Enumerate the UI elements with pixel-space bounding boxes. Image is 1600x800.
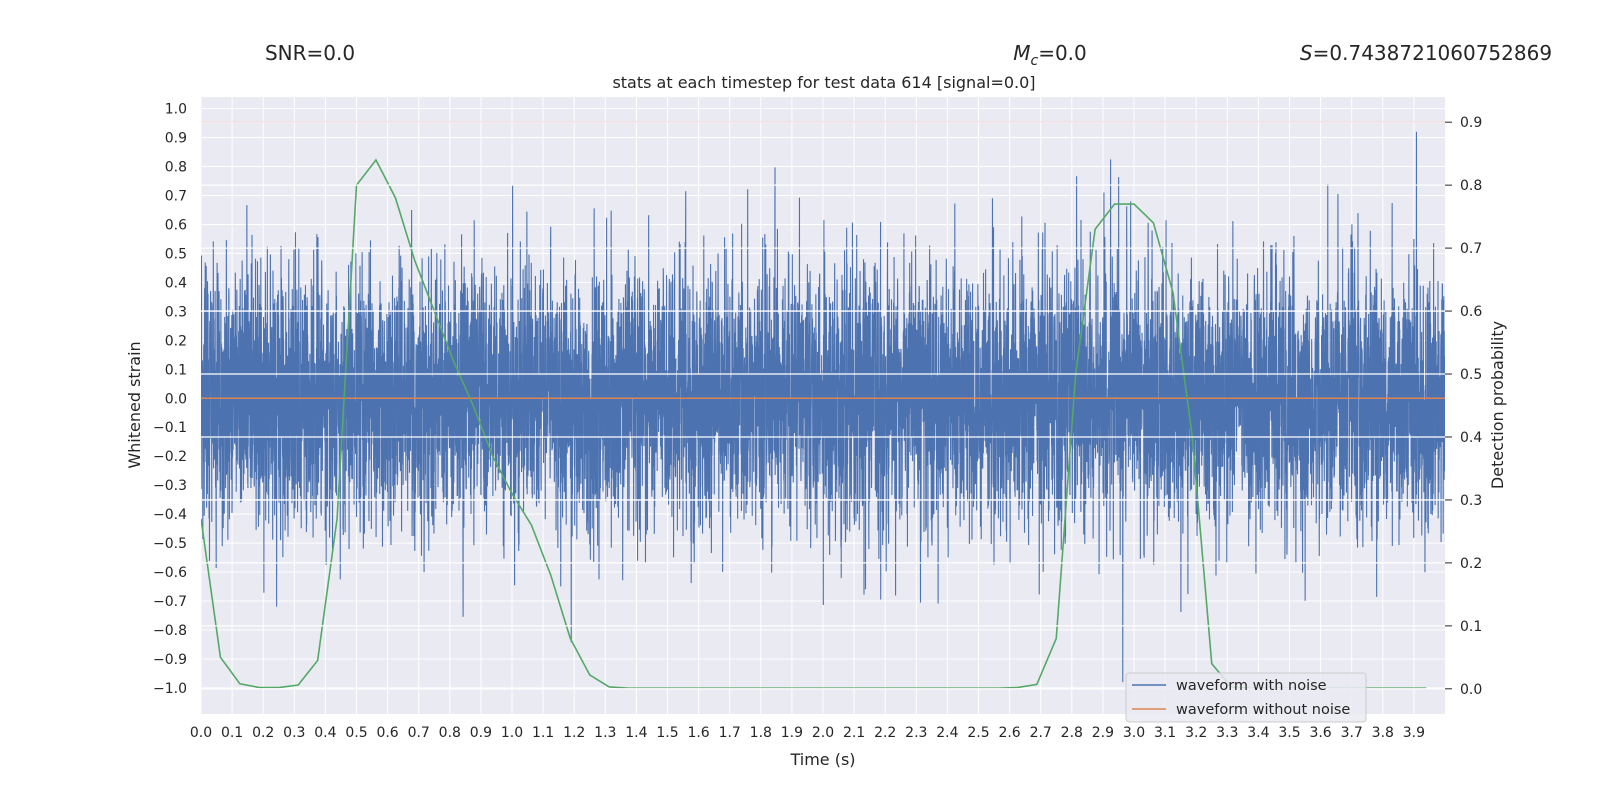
y-tick-label: −0.6 — [153, 565, 187, 581]
y-axis: 1.0 0.9 0.8 0.7 0.6 0.5 0.4 0.3 0.2 0.1 0.0 −0.1 −0.… — [153, 102, 187, 697]
x-tick-label: 3.8 — [1372, 725, 1394, 741]
series-waveform-with-noise — [201, 131, 1445, 683]
y2-tick-label: 0.1 — [1460, 619, 1482, 635]
x-tick-label: 2.1 — [843, 725, 865, 741]
right-y-axis: 0.9 0.8 0.7 0.6 0.5 0.4 0.3 0.2 0.1 0.0 — [1445, 115, 1482, 698]
x-tick-label: 0.2 — [252, 725, 274, 741]
x-tick-label: 1.9 — [781, 725, 803, 741]
y2-tick-label: 0.0 — [1460, 682, 1482, 698]
x-tick-label: 1.1 — [532, 725, 554, 741]
y2-tick-label: 0.2 — [1460, 556, 1482, 572]
s-value: =0.7438721060752869 — [1313, 41, 1552, 65]
s-symbol: S — [1300, 41, 1313, 65]
mc-label: Mc=0.0 — [1013, 41, 1087, 69]
x-tick-label: 1.5 — [656, 725, 678, 741]
s-label: S=0.7438721060752869 — [1300, 41, 1552, 65]
x-tick-label: 2.0 — [812, 725, 834, 741]
y-tick-label: 0.4 — [165, 275, 187, 291]
x-tick-label: 1.0 — [501, 725, 523, 741]
chart-title: stats at each timestep for test data 614… — [612, 73, 1035, 92]
x-tick-label: 0.1 — [221, 725, 243, 741]
right-axis-grid — [201, 121, 1445, 690]
y-tick-label: 0.8 — [165, 160, 187, 176]
y2-tick-label: 0.3 — [1460, 493, 1482, 509]
y2-tick-label: 0.9 — [1460, 115, 1482, 131]
x-axis: 0.0 0.1 0.2 0.3 0.4 0.5 0.6 0.7 0.8 0.9 1.0 1.1 1.2 1… — [190, 725, 1425, 741]
y-tick-label: −0.5 — [153, 536, 187, 552]
x-tick-label: 2.7 — [1030, 725, 1052, 741]
x-tick-label: 0.8 — [439, 725, 461, 741]
y2-tick-label: 0.4 — [1460, 430, 1482, 446]
x-tick-label: 0.5 — [345, 725, 367, 741]
x-tick-label: 3.1 — [1154, 725, 1176, 741]
x-tick-label: 2.4 — [936, 725, 958, 741]
y-tick-label: 0.7 — [165, 188, 187, 204]
x-tick-label: 3.4 — [1247, 725, 1269, 741]
x-tick-label: 3.7 — [1341, 725, 1363, 741]
x-tick-label: 2.2 — [874, 725, 896, 741]
y-tick-label: 0.5 — [165, 246, 187, 262]
x-tick-label: 0.4 — [314, 725, 336, 741]
x-tick-label: 1.7 — [719, 725, 741, 741]
x-tick-label: 1.2 — [563, 725, 585, 741]
y-tick-label: 0.2 — [165, 333, 187, 349]
snr-label: SNR=0.0 — [265, 41, 355, 65]
x-tick-label: 2.6 — [998, 725, 1020, 741]
x-tick-label: 2.8 — [1061, 725, 1083, 741]
y2-tick-label: 0.8 — [1460, 178, 1482, 194]
x-tick-label: 0.0 — [190, 725, 212, 741]
x-tick-label: 2.3 — [905, 725, 927, 741]
x-tick-label: 1.3 — [594, 725, 616, 741]
x-tick-label: 1.4 — [625, 725, 647, 741]
x-tick-label: 1.6 — [687, 725, 709, 741]
legend-label-noise: waveform with noise — [1176, 678, 1327, 694]
y-tick-label: 1.0 — [165, 102, 187, 118]
y-tick-label: 0.1 — [165, 362, 187, 378]
mc-subscript: c — [1030, 53, 1038, 69]
y-tick-label: −0.4 — [153, 507, 187, 523]
y2-axis-label: Detection probability — [1488, 321, 1507, 489]
y-tick-label: −0.9 — [153, 652, 187, 668]
y-tick-label: −0.2 — [153, 449, 187, 465]
x-tick-label: 0.3 — [283, 725, 305, 741]
x-tick-label: 2.5 — [967, 725, 989, 741]
y2-tick-label: 0.7 — [1460, 241, 1482, 257]
x-tick-label: 3.2 — [1185, 725, 1207, 741]
x-tick-label: 2.9 — [1092, 725, 1114, 741]
legend: waveform with noise waveform without noi… — [1125, 672, 1367, 723]
y-tick-label: 0.0 — [165, 391, 187, 407]
y2-tick-label: 0.5 — [1460, 367, 1482, 383]
y-tick-label: 0.3 — [165, 304, 187, 320]
legend-label-clean: waveform without noise — [1176, 702, 1350, 718]
y-tick-label: −0.3 — [153, 478, 187, 494]
x-tick-label: 0.6 — [376, 725, 398, 741]
y-tick-label: −0.7 — [153, 594, 187, 610]
y-tick-label: −0.8 — [153, 623, 187, 639]
x-tick-label: 3.0 — [1123, 725, 1145, 741]
x-tick-label: 3.3 — [1216, 725, 1238, 741]
x-tick-label: 0.7 — [408, 725, 430, 741]
y-tick-label: 0.9 — [165, 131, 187, 147]
y-tick-label: 0.6 — [165, 217, 187, 233]
legend-box — [1125, 672, 1367, 723]
x-tick-label: 3.6 — [1309, 725, 1331, 741]
y-axis-label: Whitened strain — [125, 341, 144, 468]
y-tick-label: −0.1 — [153, 420, 187, 436]
mc-symbol: M — [1013, 41, 1030, 65]
mc-value: =0.0 — [1038, 41, 1087, 65]
x-tick-label: 0.9 — [470, 725, 492, 741]
y-tick-label: −1.0 — [153, 681, 187, 697]
x-tick-label: 3.9 — [1403, 725, 1425, 741]
x-tick-label: 1.8 — [750, 725, 772, 741]
x-tick-label: 3.5 — [1278, 725, 1300, 741]
y2-tick-label: 0.6 — [1460, 304, 1482, 320]
x-axis-label: Time (s) — [789, 750, 855, 769]
